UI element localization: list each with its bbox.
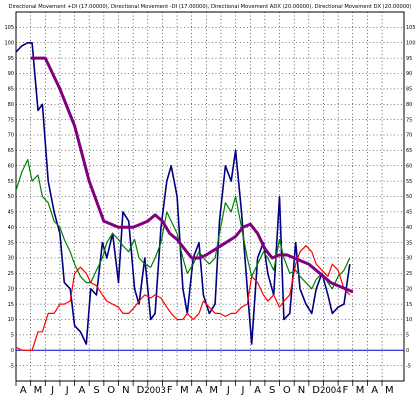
y-tick-label-right: 30 (406, 256, 412, 262)
y-tick-label-right: 15 (406, 302, 412, 308)
y-tick-label-left: 40 (8, 225, 14, 231)
y-tick-label-right: 35 (406, 240, 412, 246)
y-tick-label-right: 25 (406, 271, 412, 277)
x-tick-label: A (78, 385, 85, 396)
y-tick-label-right: 100 (406, 40, 416, 46)
y-tick-label-right: 5 (406, 333, 409, 339)
x-tick-label: D (137, 385, 145, 396)
y-tick-label-left: 55 (8, 179, 14, 185)
y-tick-label-left: 0 (11, 348, 14, 354)
y-tick-label-left: 10 (8, 317, 14, 323)
y-tick-label-right: 10 (406, 317, 412, 323)
x-tick-label: A (20, 385, 27, 396)
y-tick-label-left: 100 (4, 40, 14, 46)
x-tick-label: A (371, 385, 378, 396)
y-tick-label-right: 60 (406, 163, 412, 169)
y-tick-label-right: 70 (406, 133, 412, 139)
x-tick-label: D (312, 385, 320, 396)
y-tick-label-left: 80 (8, 102, 14, 108)
y-tick-label-left: 25 (8, 271, 14, 277)
y-tick-label-right: 45 (406, 210, 412, 216)
y-tick-label-left: -5 (9, 363, 14, 369)
x-tick-label: M (385, 385, 394, 396)
y-tick-label-left: 35 (8, 240, 14, 246)
y-tick-label-right: 75 (406, 117, 412, 123)
x-tick-label: S (269, 385, 275, 396)
y-tick-label-left: 70 (8, 133, 14, 139)
x-tick-label: J (240, 385, 244, 396)
x-tick-label: M (34, 385, 43, 396)
grid-layer (15, 11, 405, 382)
x-tick-label: J (65, 385, 69, 396)
x-tick-label: M (356, 385, 365, 396)
y-tick-label-left: 105 (4, 25, 14, 31)
series-line-minus-di (15, 245, 351, 351)
series-line-adx (30, 56, 354, 294)
x-tick-label: F (167, 385, 173, 396)
y-tick-label-right: 20 (406, 286, 412, 292)
y-tick-label-left: 50 (8, 194, 14, 200)
y-tick-label-right: 50 (406, 194, 412, 200)
x-tick-label: M (209, 385, 218, 396)
x-tick-label: J (50, 385, 54, 396)
y-tick-label-right: 95 (406, 56, 412, 62)
y-tick-label-right: 85 (406, 87, 412, 93)
x-tick-label: N (122, 385, 129, 396)
y-tick-label-left: 65 (8, 148, 14, 154)
x-tick-label: J (226, 385, 230, 396)
series-line-plus-di (15, 159, 351, 290)
y-tick-label-left: 15 (8, 302, 14, 308)
x-tick-label: F (343, 385, 349, 396)
y-tick-label-left: 75 (8, 117, 14, 123)
y-tick-label-left: 30 (8, 256, 14, 262)
x-tick-label: 2004 (320, 386, 342, 396)
series-layer (15, 42, 404, 351)
y-tick-label-left: 45 (8, 210, 14, 216)
y-tick-label-left: 5 (11, 333, 14, 339)
y-tick-label-right: 80 (406, 102, 412, 108)
y-tick-label-right: 65 (406, 148, 412, 154)
x-tick-label: O (107, 385, 115, 396)
y-tick-label-left: 20 (8, 286, 14, 292)
y-tick-label-right: 40 (406, 225, 412, 231)
y-tick-label-right: -5 (406, 363, 411, 369)
series-line-dx (15, 42, 351, 345)
x-tick-label: S (93, 385, 99, 396)
y-tick-label-left: 60 (8, 163, 14, 169)
y-axis-left: -5 0 5 10 15 20 25 30 35 40 45 50 55 60 65 70 75 80 85 90 95… (4, 25, 14, 369)
chart-title: Directional Movement +DI (17.00000), Dir… (9, 4, 412, 10)
y-axis-right: -5 0 5 10 15 20 25 30 35 40 45 50 55 60 65 70 75 80 85 90 95… (406, 25, 416, 369)
x-tick-label: N (298, 385, 305, 396)
y-tick-label-right: 55 (406, 179, 412, 185)
x-tick-label: O (283, 385, 291, 396)
y-tick-label-left: 85 (8, 87, 14, 93)
x-tick-label: A (196, 385, 203, 396)
y-tick-label-left: 90 (8, 71, 14, 77)
y-tick-label-right: 0 (406, 348, 409, 354)
x-tick-label: 2003 (144, 386, 166, 396)
x-tick-label: M (180, 385, 189, 396)
x-axis: A M J J A S O N D 2003 F M A M J J A S O N D 2004 F M A M (15, 381, 394, 396)
y-tick-label-right: 90 (406, 71, 412, 77)
y-tick-label-left: 95 (8, 56, 14, 62)
y-tick-label-right: 105 (406, 25, 416, 31)
x-tick-label: A (254, 385, 261, 396)
